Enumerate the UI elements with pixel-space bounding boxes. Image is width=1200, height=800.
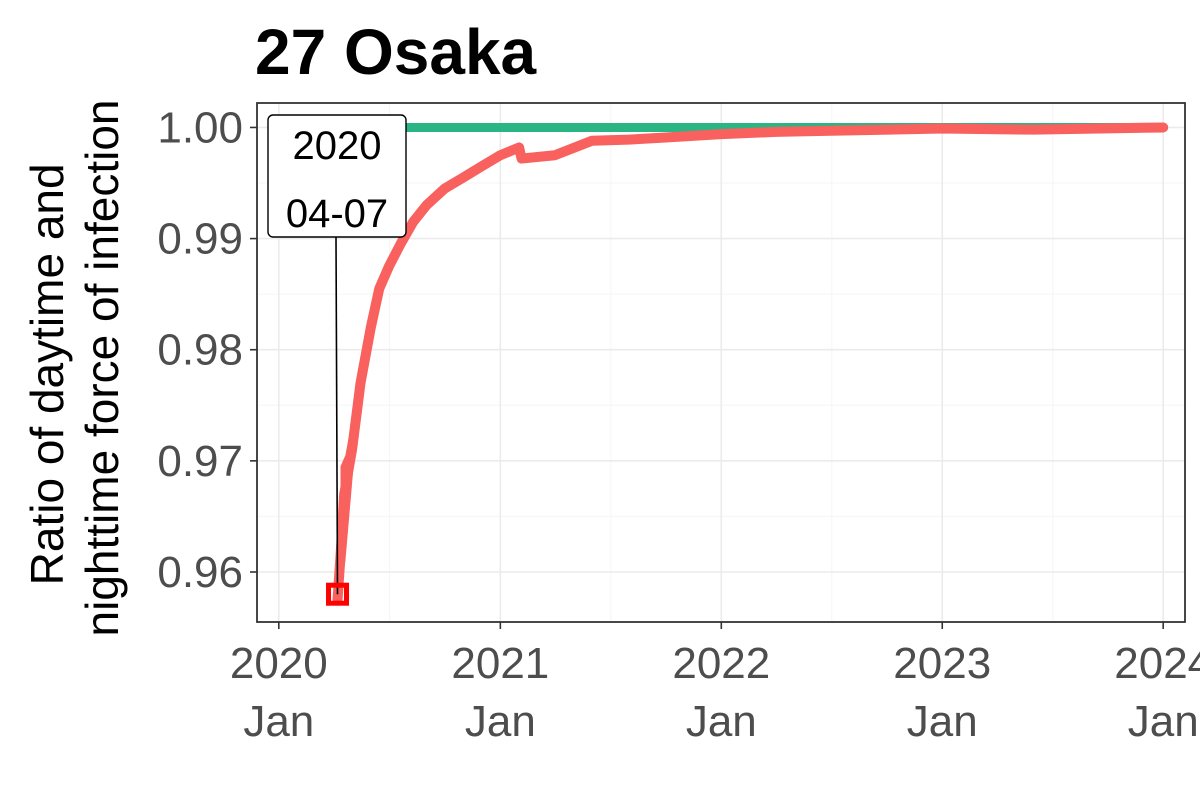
- annotation-box: [267, 114, 407, 238]
- y-tick-label: 0.97: [157, 437, 243, 486]
- y-tick-label: 0.98: [157, 326, 243, 375]
- chart-title: 27 Osaka: [255, 16, 537, 88]
- x-tick-label: 2022 Jan: [672, 639, 770, 746]
- annotation-marker: [326, 582, 350, 606]
- x-tick-label: 2021 Jan: [451, 639, 549, 746]
- plot-area: 2020 Jan 2021 Jan 2022 Jan 2023 Jan 2024 Jan 0.96 0…: [157, 102, 1200, 746]
- x-tick-year: 2024: [1114, 639, 1200, 688]
- annotation-leader-line: [335, 236, 339, 595]
- y-axis-label-line-2: nighttime force of infection: [76, 100, 128, 637]
- panel-border: [256, 102, 1186, 623]
- series-line-ratio: [332, 122, 1169, 605]
- x-tick-year: 2022: [672, 639, 770, 688]
- y-axis-label-line-1: Ratio of daytime and: [21, 163, 73, 585]
- series-ratio-spread: [340, 405, 355, 595]
- x-tick-month: Jan: [907, 697, 978, 746]
- y-tick-label: 0.96: [157, 548, 243, 597]
- x-tick-year: 2023: [893, 639, 991, 688]
- annotation-year: 2020: [293, 124, 382, 168]
- x-tick-label: 2020 Jan: [230, 639, 328, 746]
- x-tick-year: 2020: [230, 639, 328, 688]
- annotation-date: 04-07: [286, 192, 388, 236]
- y-tick-label: 1.00: [157, 103, 243, 152]
- x-tick-label: 2023 Jan: [893, 639, 991, 746]
- x-tick-month: Jan: [686, 697, 757, 746]
- y-tick-label: 0.99: [157, 215, 243, 264]
- x-tick-month: Jan: [243, 697, 314, 746]
- x-tick-label: 2024 Jan: [1114, 639, 1200, 746]
- y-axis-label: Ratio of daytime and nighttime force of …: [21, 100, 128, 637]
- x-tick-year: 2021: [451, 639, 549, 688]
- x-tick-month: Jan: [465, 697, 536, 746]
- x-tick-month: Jan: [1128, 697, 1199, 746]
